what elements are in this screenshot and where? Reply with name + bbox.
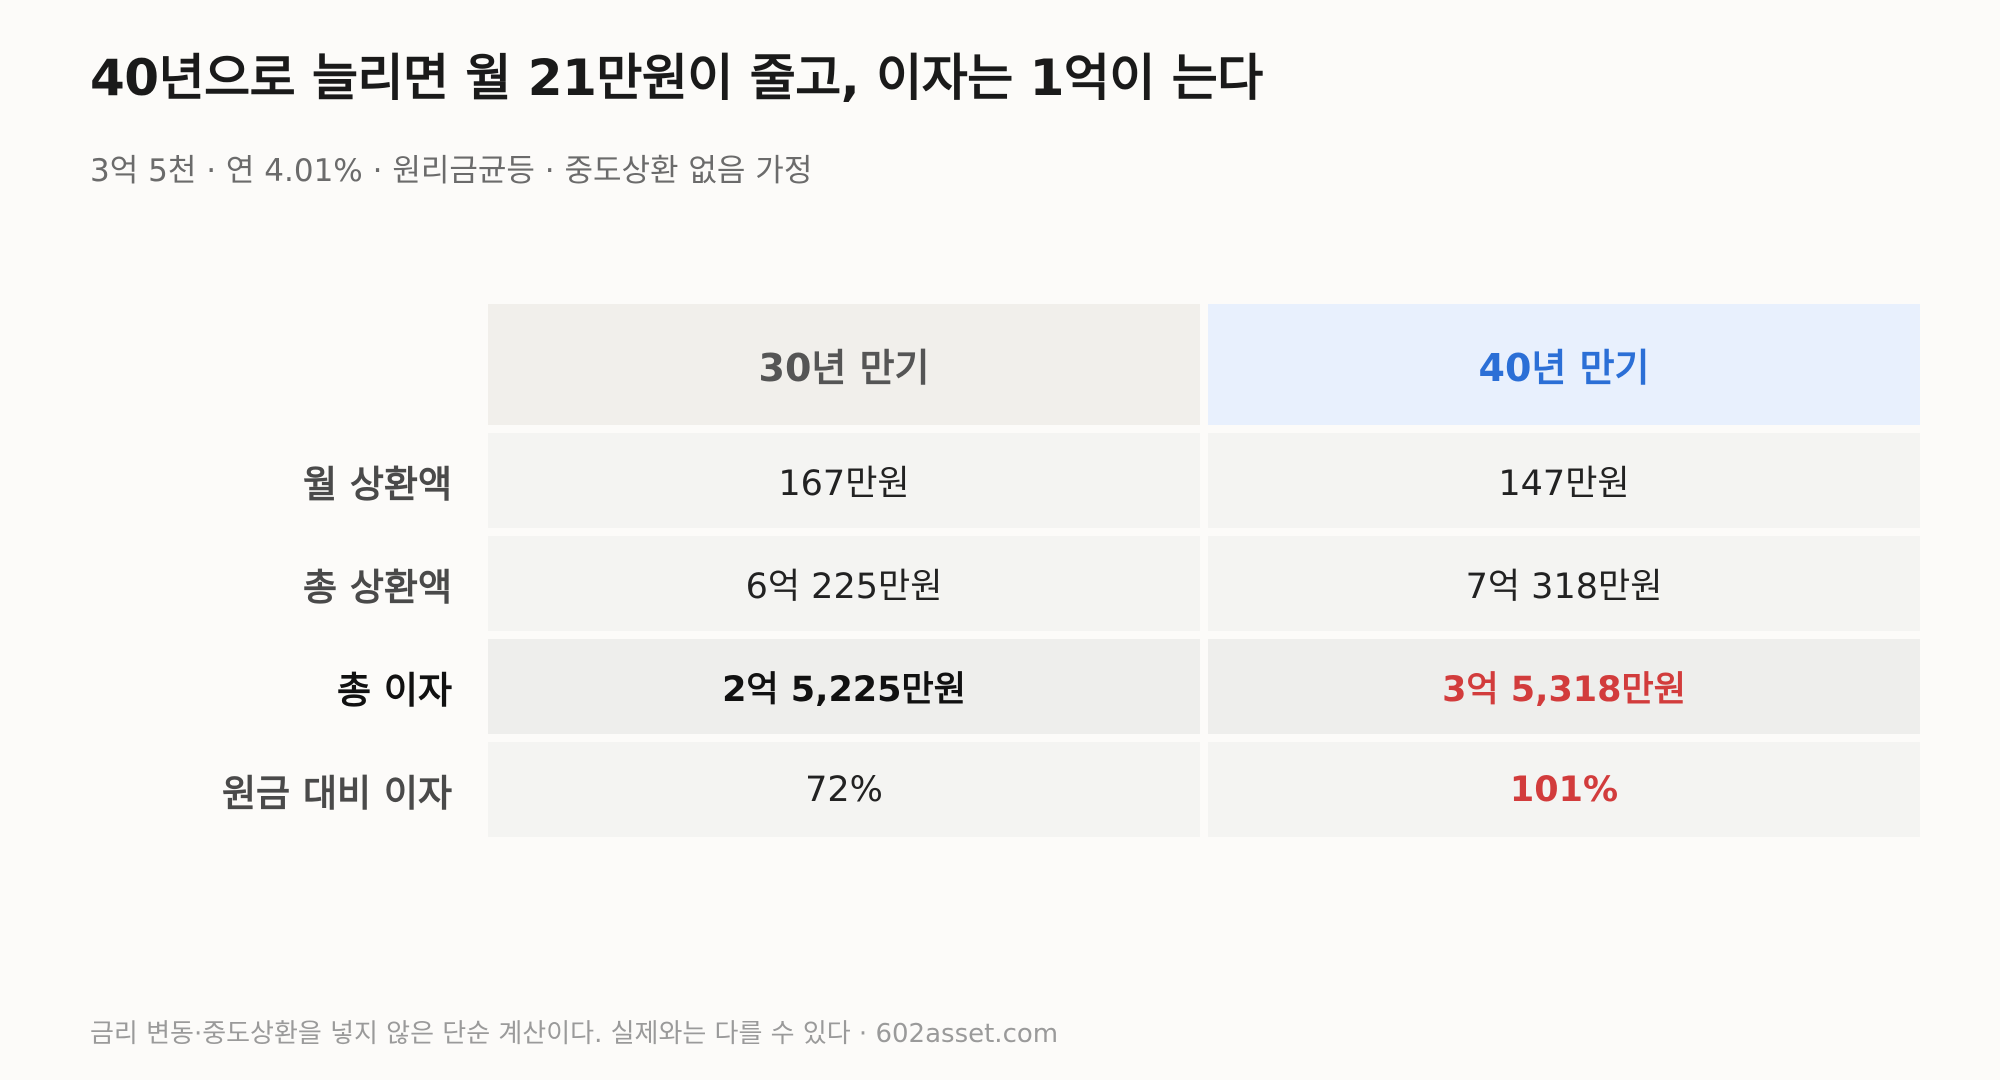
row-label-total-repayment: 총 상환액: [302, 565, 452, 609]
cell-total-repayment-30: 6억 225만원: [488, 536, 1200, 631]
table-corner: [120, 304, 480, 425]
comparison-table: 30년 만기 40년 만기 월 상환액 167만원 147만원 총 상환액 6억…: [120, 304, 1920, 837]
cell-total-repayment-40: 7억 318만원: [1208, 536, 1920, 631]
cell-monthly-payment-30: 167만원: [488, 433, 1200, 528]
cell-interest-ratio-30: 72%: [488, 742, 1200, 837]
row-label-interest-ratio: 원금 대비 이자: [221, 771, 452, 815]
cell-interest-ratio-40: 101%: [1208, 742, 1920, 837]
footer-note: 금리 변동·중도상환을 넣지 않은 단순 계산이다. 실제와는 다를 수 있다 …: [90, 1019, 1059, 1049]
page-subtitle: 3억 5천 · 연 4.01% · 원리금균등 · 중도상환 없음 가정: [90, 153, 813, 189]
column-header-30-year: 30년 만기: [488, 304, 1200, 425]
page-title: 40년으로 늘리면 월 21만원이 줄고, 이자는 1억이 는다: [90, 49, 1263, 107]
row-label-monthly-payment: 월 상환액: [302, 462, 452, 506]
cell-monthly-payment-40: 147만원: [1208, 433, 1920, 528]
row-label-total-interest: 총 이자: [336, 668, 452, 712]
cell-total-interest-40: 3억 5,318만원: [1208, 639, 1920, 734]
column-header-40-year: 40년 만기: [1208, 304, 1920, 425]
cell-total-interest-30: 2억 5,225만원: [488, 639, 1200, 734]
